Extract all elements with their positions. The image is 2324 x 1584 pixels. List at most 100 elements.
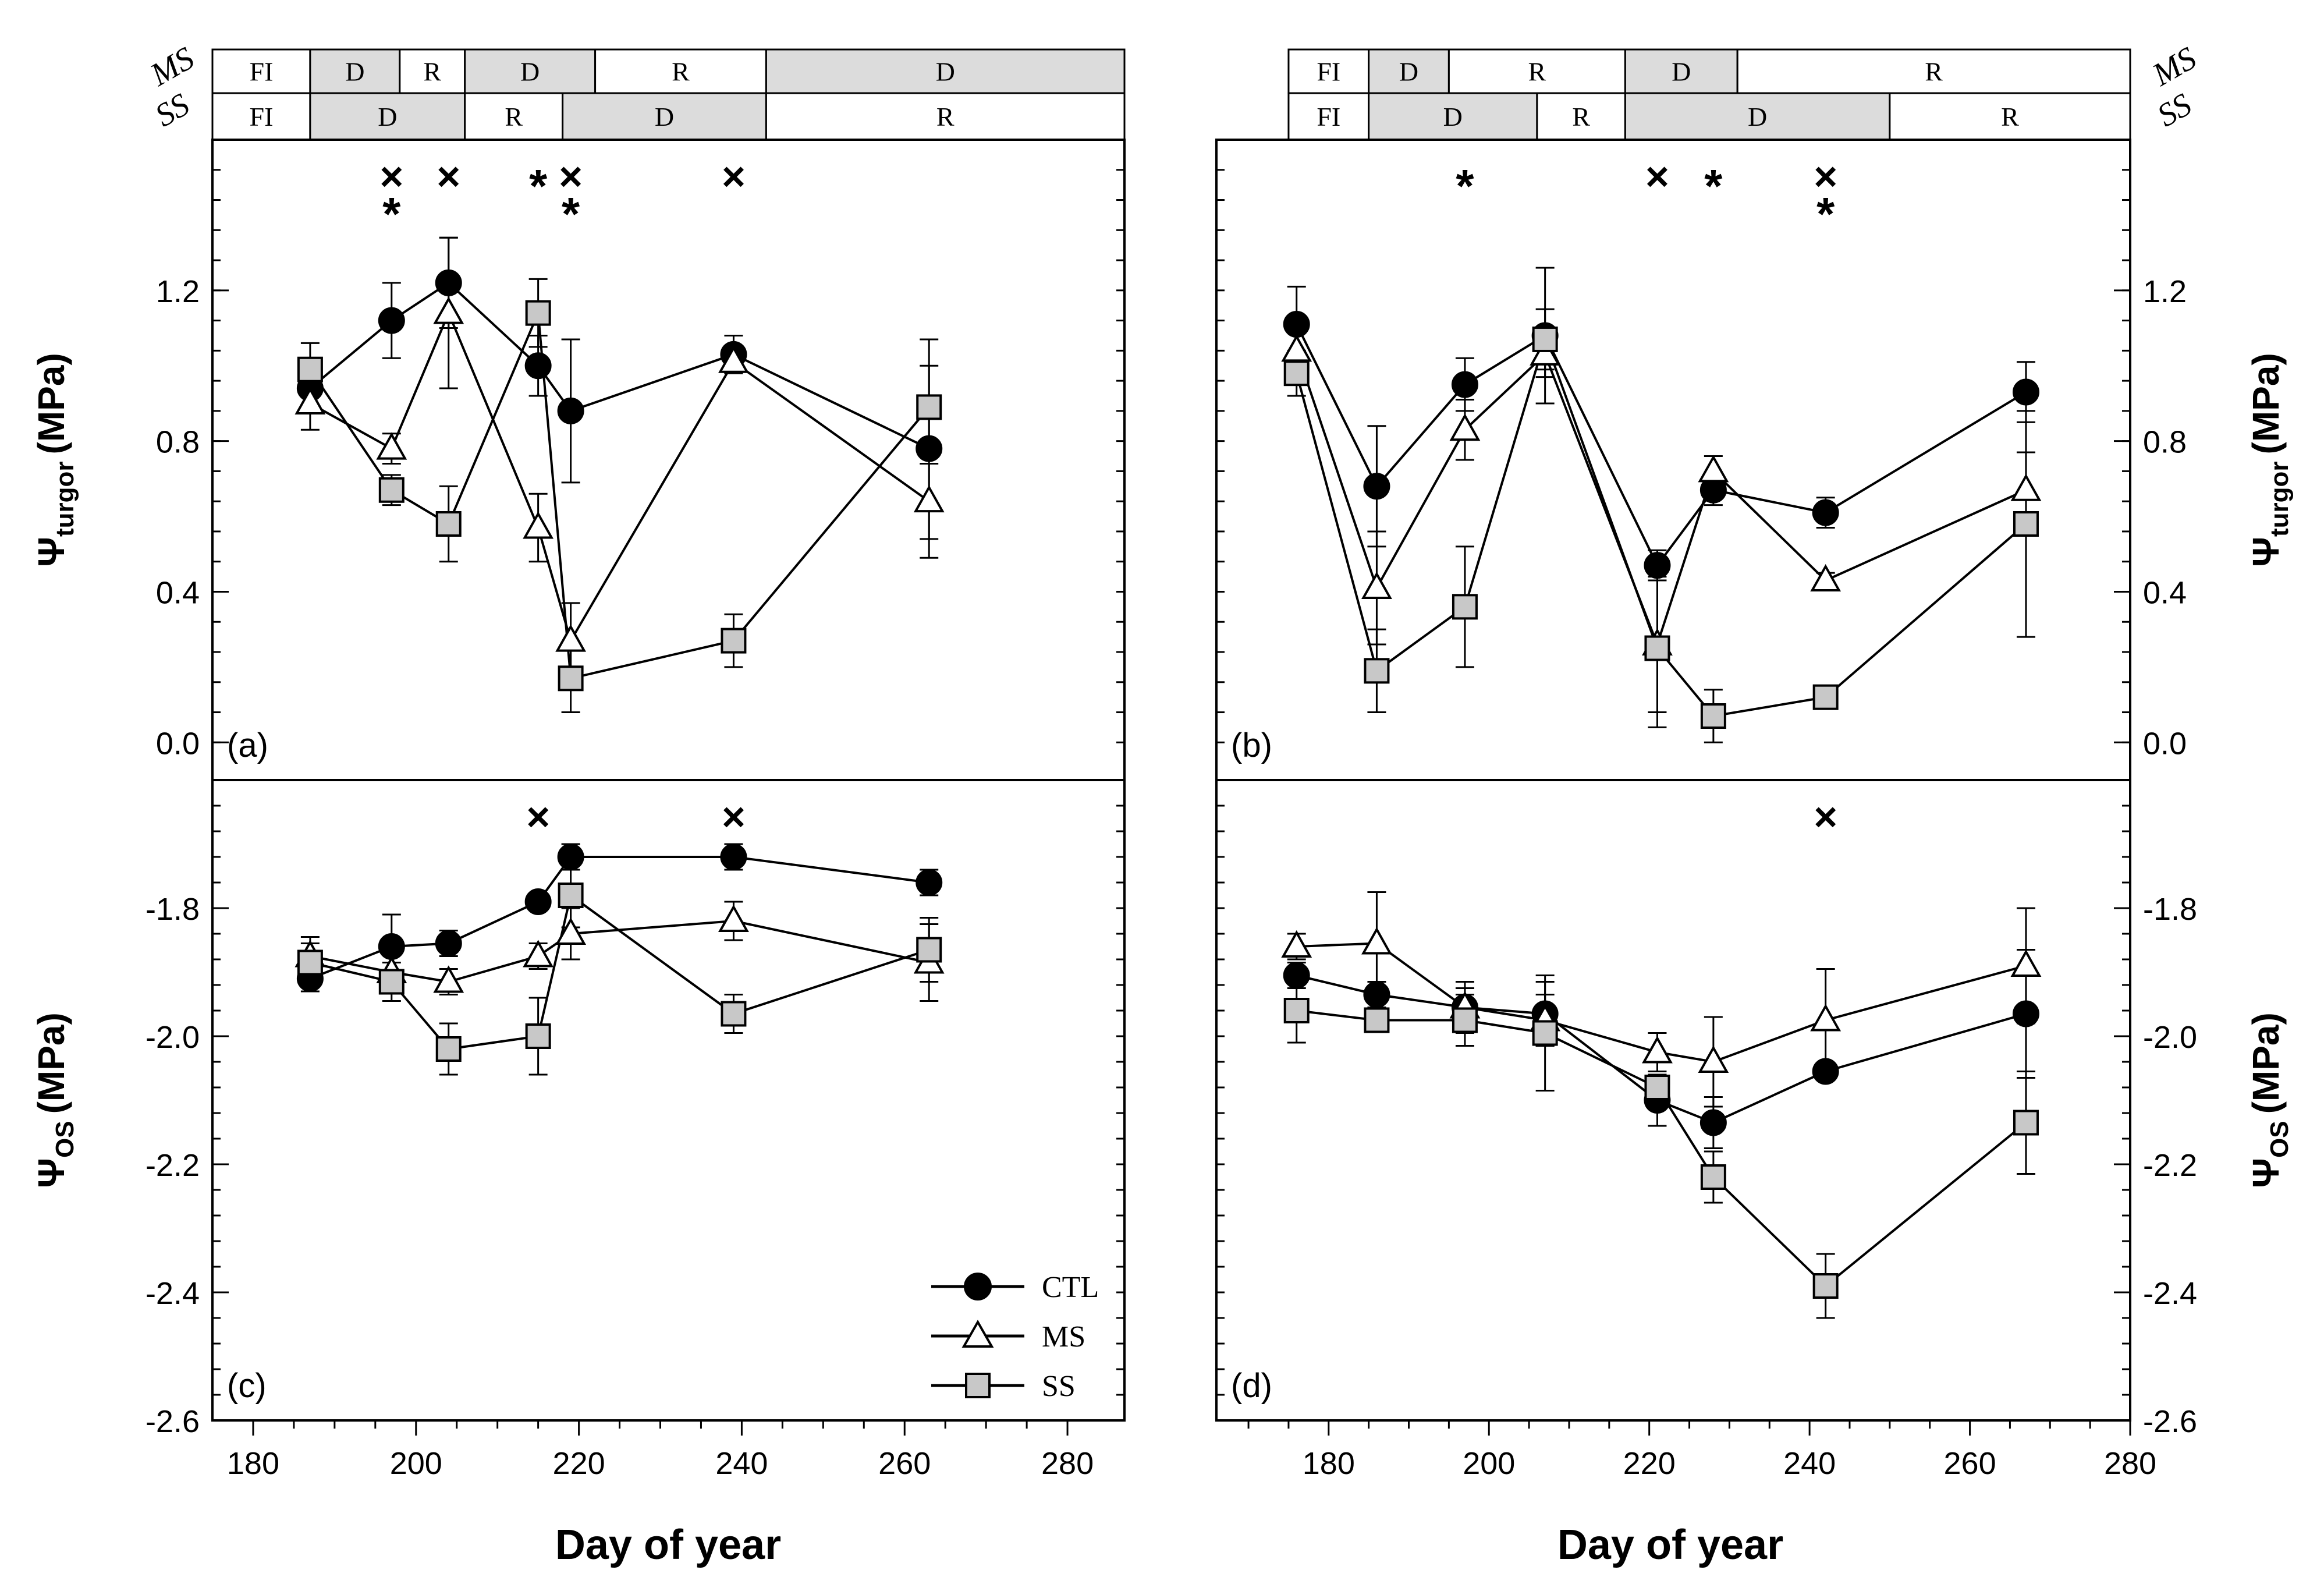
band-ms-segment (1736, 48, 2131, 94)
data-point-ms (718, 904, 749, 932)
y-tick-label: 0.0 (156, 726, 200, 761)
legend: CTL MS SS (931, 1271, 1099, 1403)
data-point-ctl (435, 269, 462, 296)
significance-cross: × (1814, 794, 1837, 839)
data-point-ctl (1699, 1109, 1727, 1136)
data-point-ms (1361, 571, 1392, 599)
y-title-os-left: ΨOS(MPa) (30, 1012, 79, 1188)
x-tick-label: 260 (1944, 1446, 1996, 1481)
data-point-ctl (435, 930, 462, 957)
data-point-ctl (1644, 552, 1671, 579)
data-point-ss (2013, 1110, 2039, 1136)
data-point-ms (1281, 930, 1312, 958)
data-point-ctl (1812, 1058, 1839, 1085)
left-band-strip: FI D R D R DFI D R D R (211, 48, 1126, 141)
data-point-ctl (557, 397, 584, 424)
x-tick-label: 240 (1783, 1446, 1836, 1481)
data-point-ms (376, 432, 407, 460)
data-point-ctl (378, 933, 405, 960)
data-point-ss (1452, 594, 1478, 620)
data-point-ss (2013, 511, 2039, 537)
significance-asterisk: * (1456, 160, 1474, 212)
legend-label-ctl: CTL (1042, 1271, 1099, 1304)
y-tick-label: 0.4 (2143, 575, 2187, 610)
y-tick-label: -2.4 (2143, 1276, 2197, 1311)
x-title-left: Day of year (555, 1522, 781, 1568)
band-ms-label: D (1399, 57, 1418, 87)
data-point-ss (1283, 360, 1310, 387)
series-line-ss (1295, 335, 2027, 718)
significance-asterisk: * (382, 188, 401, 240)
y-tick-label: -2.2 (146, 1148, 200, 1183)
data-point-ms (555, 624, 587, 652)
data-point-ctl (916, 435, 943, 462)
band-ms-segment (211, 48, 311, 94)
data-point-ctl (2012, 378, 2039, 406)
data-point-ms (523, 940, 554, 968)
data-point-ss (435, 1036, 462, 1062)
band-ss-label: D (1443, 102, 1463, 132)
x-tick-label: 200 (390, 1446, 442, 1481)
data-point-ms (295, 387, 326, 414)
legend-marker-ms (961, 1319, 994, 1348)
series-line-ctl (1295, 324, 2027, 568)
y-title-turgor-left: Ψturgor(MPa) (30, 353, 79, 567)
band-ss-segment (1368, 92, 1538, 141)
data-point-ctl (524, 888, 552, 915)
data-point-ms (523, 511, 554, 539)
data-point-ctl (2012, 1000, 2039, 1027)
y-tick-label: 0.8 (156, 425, 200, 460)
band-ms-label: R (1528, 57, 1546, 87)
x-tick-label: 260 (878, 1446, 931, 1481)
y-tick-label: -2.6 (2143, 1404, 2197, 1439)
band-ss-label: D (378, 102, 397, 132)
band-ss-label: R (505, 102, 523, 132)
data-point-ss (1364, 658, 1390, 684)
band-ms-label: FI (249, 57, 273, 87)
y-tick-label: -1.8 (146, 892, 200, 927)
data-point-ms (1698, 1045, 1729, 1073)
panel-label: (d) (1231, 1367, 1272, 1405)
band-ms-segment (1624, 48, 1738, 94)
y-tick-label: -2.2 (2143, 1148, 2197, 1183)
band-ms-label: R (672, 57, 690, 87)
x-tick-label: 280 (2104, 1446, 2156, 1481)
data-point-ss (1700, 703, 1726, 729)
data-point-ms (555, 917, 587, 945)
legend-label-ms: MS (1042, 1320, 1085, 1353)
band-ms-segment (309, 48, 401, 94)
data-point-ctl (524, 352, 552, 380)
legend-marker-ctl (964, 1273, 992, 1300)
data-point-ms (718, 345, 749, 373)
data-point-ss (1452, 1007, 1478, 1033)
band-ss-label: FI (1317, 102, 1340, 132)
data-point-ctl (378, 307, 405, 334)
data-point-ss (1283, 998, 1310, 1023)
y-tick-label: -2.0 (2143, 1020, 2197, 1055)
data-point-ctl (720, 844, 747, 870)
data-point-ss (525, 1023, 551, 1049)
band-ms-segment (1287, 48, 1370, 94)
plot-frame (211, 779, 1126, 1422)
band-ss-segment (1536, 92, 1626, 141)
y-tick-label: -2.0 (146, 1020, 200, 1055)
data-point-ctl (1451, 371, 1478, 398)
significance-cross: × (526, 794, 550, 839)
data-point-ctl (1812, 499, 1839, 526)
y-title-turgor-right: Ψturgor(MPa) (2245, 353, 2294, 567)
panel-c: -1.8 -2.0 -2.2 -2.4 -2.6 180 200 220 240 260 280 (c… (146, 779, 1126, 1481)
panel-label: (c) (227, 1367, 267, 1405)
data-point-ms (1361, 927, 1392, 955)
legend-marker-ss (965, 1373, 991, 1398)
data-point-ms (2010, 473, 2042, 501)
band-ms-label: D (520, 57, 540, 87)
significance-asterisk: * (1816, 188, 1835, 240)
band-ms-label: R (423, 57, 441, 87)
data-point-ctl (1283, 311, 1310, 338)
data-point-ms (1698, 455, 1729, 483)
x-tick-label: 240 (715, 1446, 768, 1481)
series-line-ctl (1296, 974, 2027, 1124)
y-tick-label: -2.6 (146, 1404, 200, 1439)
